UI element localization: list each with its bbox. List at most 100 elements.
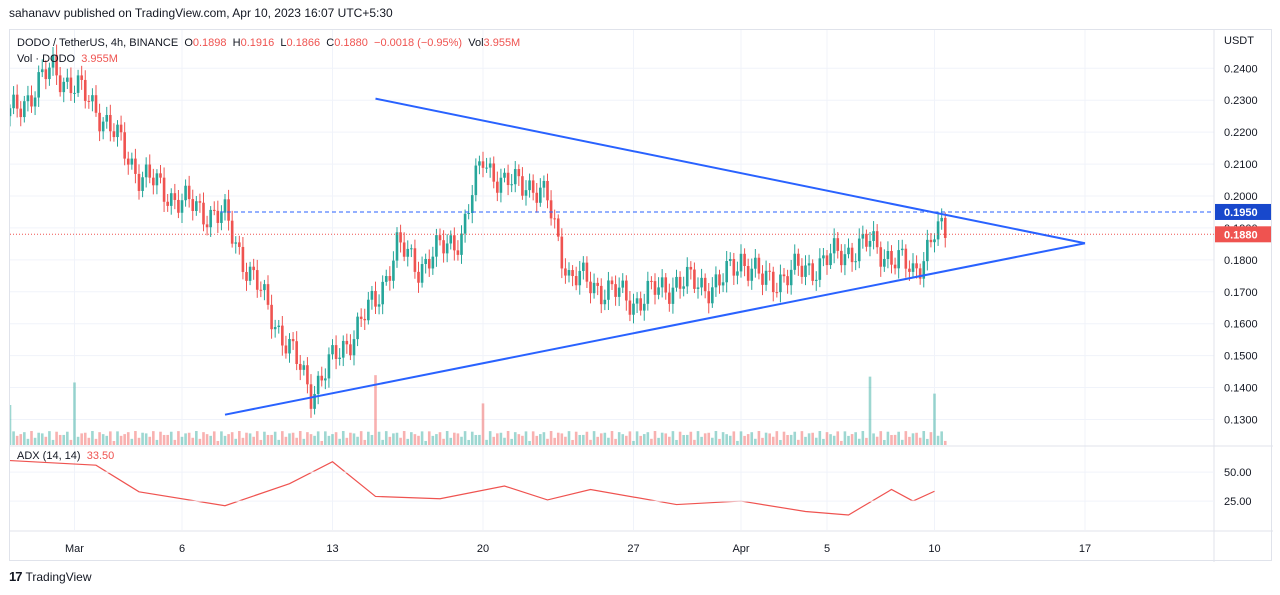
candle-body	[144, 164, 148, 178]
price-tick-label: 0.2000	[1224, 191, 1258, 203]
candle-body	[542, 180, 546, 188]
volume-bar	[255, 431, 259, 445]
candle-body	[223, 199, 227, 213]
volume-bar	[316, 431, 320, 445]
candle-body	[166, 201, 169, 206]
volume-bar	[76, 436, 80, 445]
lower-trendline	[224, 242, 1086, 416]
candle-body	[212, 209, 216, 211]
volume-bar	[739, 431, 743, 445]
volume-bar	[893, 434, 897, 445]
volume-bar	[750, 432, 754, 445]
candle-body	[539, 187, 542, 203]
volume-bar	[431, 435, 435, 445]
candle-body	[241, 246, 245, 272]
candle-body	[123, 132, 126, 159]
candle-body	[126, 158, 130, 165]
volume-bar	[660, 432, 664, 445]
volume-bar	[757, 431, 761, 445]
volume-bar	[843, 431, 847, 445]
adx-tick-label: 25.00	[1224, 496, 1252, 508]
candle-body	[625, 280, 628, 301]
candle-body	[840, 250, 843, 266]
price-chart[interactable]: USDT0.24000.23000.22000.21000.20000.1900…	[10, 30, 1273, 562]
volume-bar	[83, 432, 87, 445]
candle-body	[711, 287, 714, 304]
volume-bar	[166, 434, 169, 445]
candle-body	[291, 339, 295, 342]
volume-bar	[922, 431, 926, 445]
volume-bar	[617, 432, 621, 445]
volume-bar	[288, 433, 291, 445]
volume-bar	[768, 433, 771, 445]
chart-area[interactable]: USDT0.24000.23000.22000.21000.20000.1900…	[9, 29, 1273, 562]
candle-body	[162, 177, 166, 202]
candle-body	[169, 193, 173, 206]
volume-bar	[797, 439, 800, 445]
tradingview-brand[interactable]: 17 TradingView	[9, 569, 92, 584]
volume-bar	[144, 433, 148, 445]
volume-indicator-value: 3.955M	[81, 53, 118, 65]
candle-body	[341, 340, 345, 358]
candle-body	[392, 260, 395, 281]
time-tick-label: 5	[824, 543, 830, 555]
candle-body	[26, 95, 30, 102]
volume-bar	[478, 434, 481, 445]
volume-bar	[850, 434, 854, 445]
candle-body	[865, 233, 868, 247]
candle-body	[739, 253, 743, 272]
volume-bar	[169, 431, 173, 445]
candle-body	[449, 235, 453, 244]
volume-bar	[725, 434, 728, 445]
volume-bar	[424, 440, 427, 445]
volume-bar	[445, 431, 449, 445]
candle-body	[621, 280, 625, 288]
candle-body	[653, 281, 657, 295]
volume-bar	[384, 431, 388, 445]
volume-bar	[26, 438, 30, 445]
candle-body	[295, 341, 298, 364]
volume-bar	[359, 431, 363, 445]
candle-body	[850, 247, 854, 263]
high-label: H	[232, 37, 241, 49]
candle-body	[377, 304, 381, 307]
volume-bar	[940, 431, 943, 445]
candle-body	[556, 218, 560, 237]
candle-body	[510, 184, 513, 186]
volume-bar	[69, 439, 73, 445]
candle-body	[607, 280, 610, 300]
level-price-label: 0.1950	[1224, 207, 1258, 219]
candle-body	[685, 266, 689, 287]
volume-bar	[195, 431, 198, 445]
candle-body	[818, 258, 822, 280]
candle-body	[395, 232, 399, 261]
volume-bar	[105, 435, 109, 445]
volume-bar	[435, 434, 438, 445]
volume-bar	[395, 432, 399, 445]
volume-bar	[356, 436, 359, 445]
candle-body	[359, 316, 363, 319]
candle-body	[893, 264, 897, 269]
volume-bar	[238, 431, 241, 445]
candle-body	[402, 242, 406, 257]
candle-body	[689, 266, 693, 270]
candle-body	[696, 287, 700, 289]
candle-body	[352, 339, 356, 356]
candle-body	[331, 345, 334, 355]
volume-bar	[44, 436, 48, 445]
volume-bar	[159, 431, 162, 445]
volume-bar	[259, 439, 263, 445]
volume-bar	[198, 438, 202, 445]
candle-body	[714, 274, 718, 288]
volume-bar	[137, 437, 141, 445]
candle-body	[890, 250, 893, 265]
volume-bar	[155, 439, 159, 445]
level-price-badge	[1215, 203, 1271, 220]
volume-bar	[109, 431, 112, 445]
candle-body	[388, 276, 392, 281]
candle-body	[732, 259, 736, 276]
volume-bar	[263, 431, 266, 445]
candle-body	[943, 217, 947, 238]
volume-bar	[12, 431, 15, 445]
volume-bar	[639, 435, 642, 445]
